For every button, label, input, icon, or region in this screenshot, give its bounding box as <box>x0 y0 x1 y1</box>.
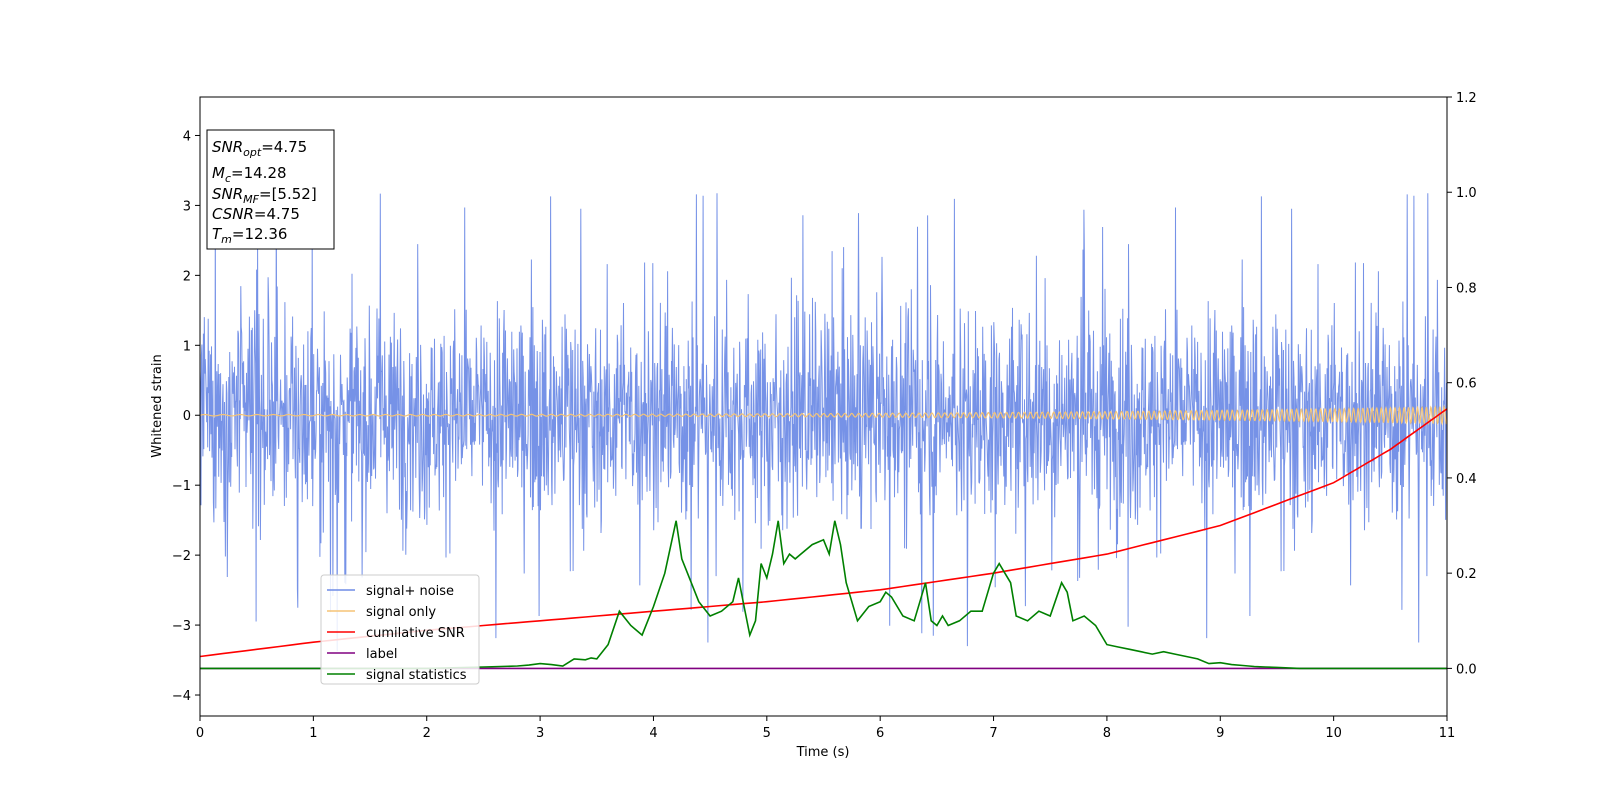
y2-tick-label: 0.8 <box>1456 281 1477 296</box>
legend-label: label <box>366 647 397 662</box>
x-tick-label: 6 <box>876 726 884 741</box>
y2-tick-label: 1.0 <box>1456 186 1477 201</box>
x-axis: 0 1 2 3 4 5 6 7 8 9 10 11 <box>196 716 1455 741</box>
x-tick-label: 10 <box>1325 726 1342 741</box>
y-tick-label: 1 <box>183 339 191 354</box>
info-csnr: CSNR=4.75 <box>212 205 300 223</box>
y2-tick-label: 0.4 <box>1456 472 1477 487</box>
x-tick-label: 8 <box>1103 726 1111 741</box>
y2-tick-label: 0.0 <box>1456 662 1477 677</box>
y2-tick-label: 1.2 <box>1456 91 1477 106</box>
y-axis-left: −4 −3 −2 −1 0 1 2 3 4 <box>172 129 200 704</box>
info-snr-mf: SNRMF=[5.52] <box>212 185 317 206</box>
info-box-frame <box>206 129 335 250</box>
series-signal-only-line <box>200 404 1447 426</box>
y-tick-label: 2 <box>183 269 191 284</box>
legend-frame <box>320 574 480 685</box>
plot-frame <box>199 96 1448 717</box>
y-tick-label: 3 <box>183 199 191 214</box>
y-tick-label: −1 <box>172 479 191 494</box>
y-tick-label: −2 <box>172 549 191 564</box>
info-tm: Tm=12.36 <box>212 225 287 246</box>
y2-tick-label: 0.6 <box>1456 377 1477 392</box>
x-tick-label: 3 <box>536 726 544 741</box>
series-signal-noise-line <box>200 184 1447 652</box>
x-tick-label: 2 <box>423 726 431 741</box>
x-tick-label: 4 <box>649 726 657 741</box>
x-tick-label: 9 <box>1216 726 1224 741</box>
info-mc: Mc=14.28 <box>212 164 287 185</box>
x-tick-label: 11 <box>1439 726 1456 741</box>
legend: signal+ noise signal only cumilative SNR la… <box>320 574 480 685</box>
series-signal-statistics-line <box>200 520 1447 670</box>
x-tick-label: 5 <box>763 726 771 741</box>
legend-label: cumilative SNR <box>366 626 465 641</box>
y-axis-right: 0.0 0.2 0.4 0.6 0.8 1.0 1.2 <box>1447 91 1477 677</box>
x-tick-label: 0 <box>196 726 204 741</box>
y2-tick-label: 0.2 <box>1456 567 1477 582</box>
y-tick-label: 4 <box>183 129 191 144</box>
legend-label: signal only <box>366 605 436 620</box>
x-tick-label: 7 <box>989 726 997 741</box>
legend-label: signal statistics <box>366 668 467 683</box>
info-box: SNRopt=4.75 Mc=14.28 SNRMF=[5.52] CSNR=4… <box>206 129 335 250</box>
y-tick-label: −3 <box>172 619 191 634</box>
y-tick-label: 0 <box>183 409 191 424</box>
x-axis-label: Time (s) <box>796 745 850 760</box>
legend-label: signal+ noise <box>366 584 454 599</box>
x-tick-label: 1 <box>309 726 317 741</box>
info-snr-opt: SNRopt=4.75 <box>212 138 307 159</box>
y-axis-label: Whitened strain <box>150 354 165 457</box>
y-tick-label: −4 <box>172 689 191 704</box>
